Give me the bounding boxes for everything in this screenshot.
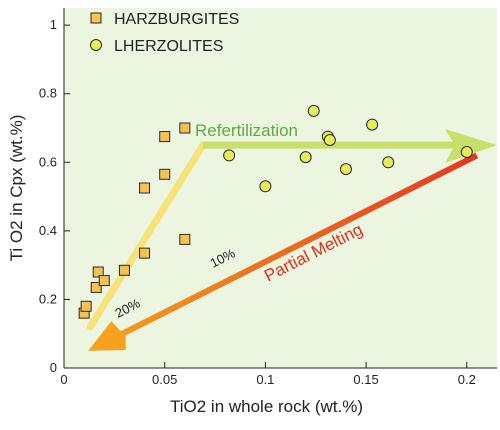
harzburgite-point bbox=[119, 265, 129, 275]
lherzolite-point bbox=[324, 135, 335, 146]
y-tick-label: 0.6 bbox=[39, 154, 57, 169]
lherzolite-point bbox=[340, 164, 351, 175]
y-tick-label: 0.4 bbox=[39, 223, 57, 238]
lherzolite-point bbox=[367, 119, 378, 130]
x-tick-label: 0.15 bbox=[353, 372, 378, 387]
x-tick-label: 0 bbox=[60, 372, 67, 387]
harzburgite-point bbox=[81, 301, 91, 311]
harzburgite-point bbox=[140, 248, 150, 258]
lherzolite-point bbox=[308, 105, 319, 116]
x-axis-title: TiO2 in whole rock (wt.%) bbox=[170, 397, 363, 416]
lherzolite-point bbox=[260, 181, 271, 192]
lherzolite-point bbox=[300, 152, 311, 163]
x-tick-label: 0.05 bbox=[152, 372, 177, 387]
harzburgite-point bbox=[160, 169, 170, 179]
x-tick-label: 0.1 bbox=[256, 372, 274, 387]
harzburgite-point bbox=[140, 183, 150, 193]
harzburgite-point bbox=[99, 276, 109, 286]
y-axis-title: Ti O2 in Cpx (wt.%) bbox=[7, 115, 26, 262]
y-tick-label: 1 bbox=[50, 17, 57, 32]
legend-circle-marker bbox=[91, 40, 102, 51]
y-tick-label: 0.2 bbox=[39, 291, 57, 306]
refertilization-label: Refertilization bbox=[195, 121, 298, 140]
lherzolite-point bbox=[461, 147, 472, 158]
lherzolite-point bbox=[224, 150, 235, 161]
legend-label: HARZBURGITES bbox=[114, 11, 239, 28]
harzburgite-point bbox=[160, 132, 170, 142]
x-tick-label: 0.2 bbox=[458, 372, 476, 387]
y-tick-label: 0.8 bbox=[39, 86, 57, 101]
lherzolite-point bbox=[383, 157, 394, 168]
harzburgite-point bbox=[180, 234, 190, 244]
legend-label: LHERZOLITES bbox=[114, 38, 223, 55]
y-tick-label: 0 bbox=[50, 360, 57, 375]
legend-square-marker bbox=[91, 13, 101, 23]
harzburgite-point bbox=[180, 123, 190, 133]
